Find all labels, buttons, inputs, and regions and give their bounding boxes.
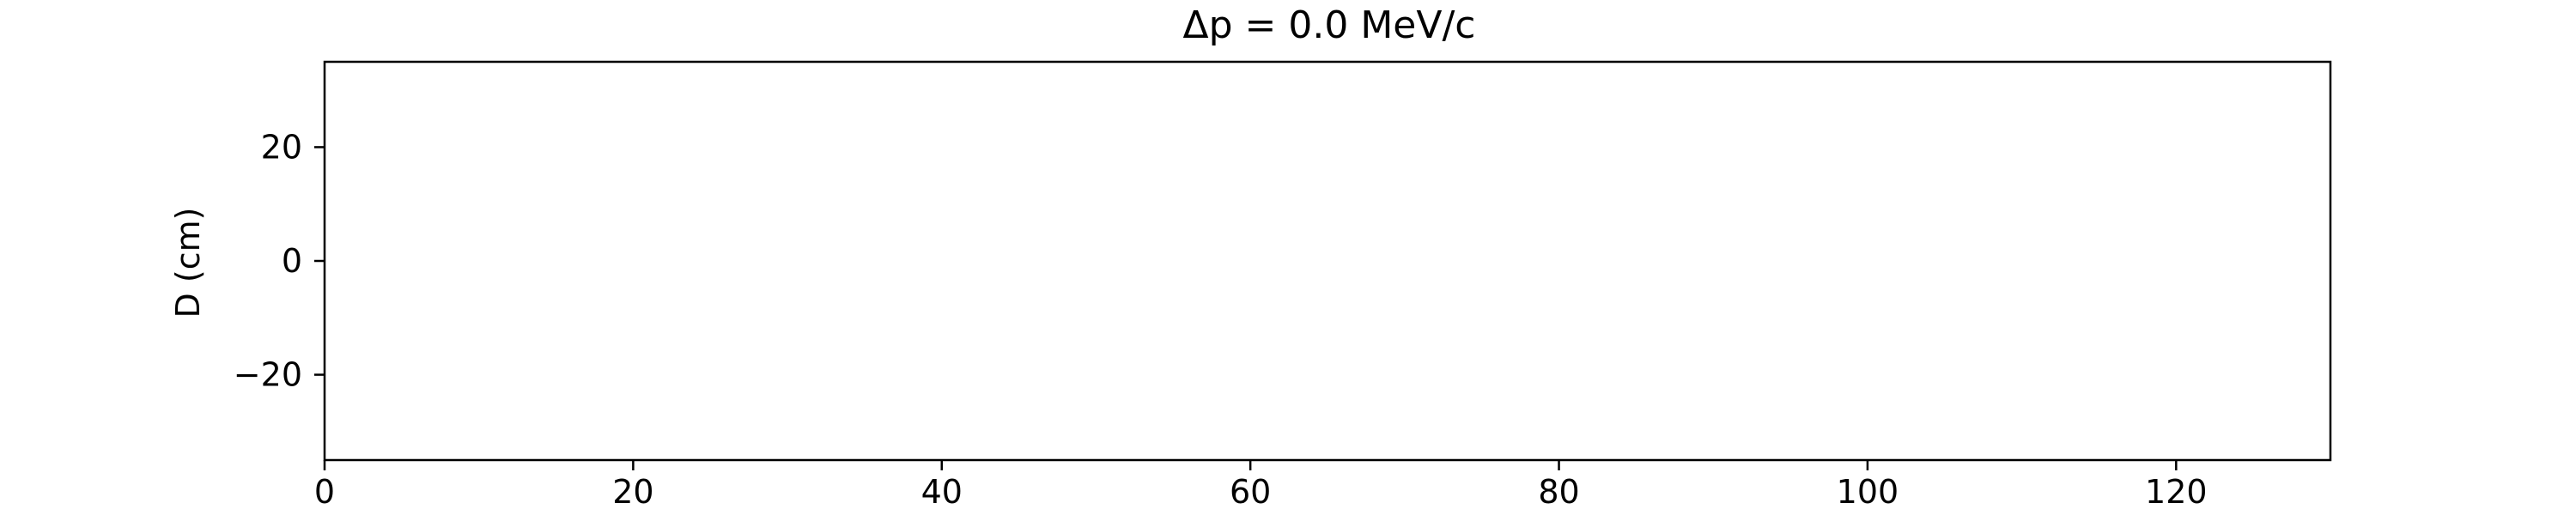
y-axis-label: D (cm) [169,208,207,318]
chart-title: Δp = 0.0 MeV/c [1183,3,1476,47]
plot-frame [323,60,2332,462]
y-tick-label: 20 [261,128,302,166]
y-tick-label: −20 [234,356,302,394]
x-tick-label: 20 [612,473,653,511]
x-tick-label: 100 [1837,473,1899,511]
x-tick-label: 80 [1538,473,1579,511]
y-tick-label: 0 [282,242,302,280]
x-axis: 0 20 40 60 80 100 120 [314,460,2208,511]
x-tick-label: 120 [2145,473,2208,511]
x-tick-label: 60 [1230,473,1271,511]
x-tick-label: 40 [921,473,963,511]
y-axis: 20 0 −20 [234,128,325,394]
x-tick-label: 0 [314,473,335,511]
